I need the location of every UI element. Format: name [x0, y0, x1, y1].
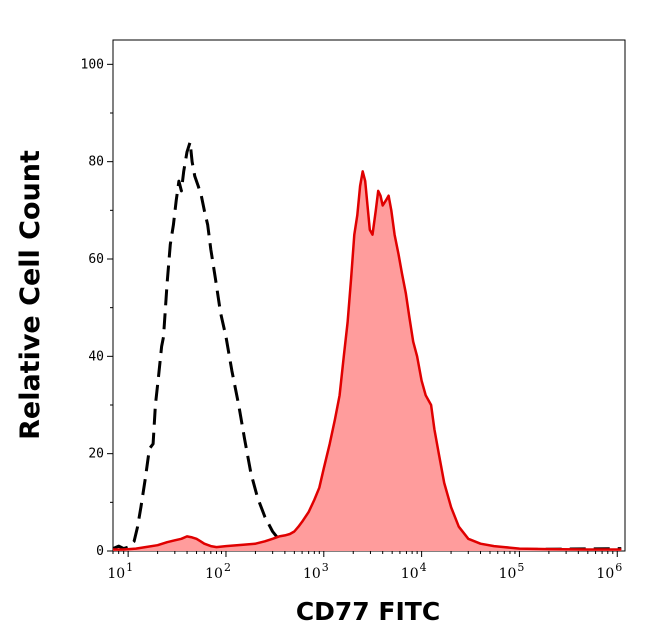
x-tick-exponent-3: 4	[420, 561, 427, 574]
x-axis: 10 1 10 2 10 3 10 4 10 5 10 6	[107, 551, 622, 582]
x-tick-label-2: 10	[303, 566, 321, 582]
x-tick-label-0: 10	[107, 566, 125, 582]
x-tick-exponent-4: 5	[517, 561, 524, 574]
series-1-area	[113, 171, 622, 551]
x-tick-exponent-0: 1	[126, 561, 133, 574]
y-tick-label-40: 40	[88, 349, 104, 364]
x-axis-title: CD77 FITC	[296, 597, 440, 626]
y-tick-label-20: 20	[88, 447, 104, 462]
series-0-line	[112, 140, 622, 551]
y-tick-label-80: 80	[88, 155, 104, 170]
series-layer	[112, 140, 622, 551]
x-tick-label-3: 10	[401, 566, 419, 582]
x-tick-label-1: 10	[205, 566, 223, 582]
y-tick-label-60: 60	[88, 252, 104, 267]
y-axis: 0 20 40 60 80 100	[81, 57, 113, 559]
y-tick-label-0: 0	[96, 544, 104, 559]
x-tick-exponent-1: 2	[224, 561, 231, 574]
y-axis-title: Relative Cell Count	[15, 150, 46, 440]
x-tick-label-4: 10	[499, 566, 517, 582]
y-tick-label-100: 100	[81, 57, 104, 72]
series-1-line	[113, 170, 622, 551]
x-tick-exponent-2: 3	[322, 561, 329, 574]
x-tick-exponent-5: 6	[615, 561, 622, 574]
x-tick-label-5: 10	[596, 566, 614, 582]
